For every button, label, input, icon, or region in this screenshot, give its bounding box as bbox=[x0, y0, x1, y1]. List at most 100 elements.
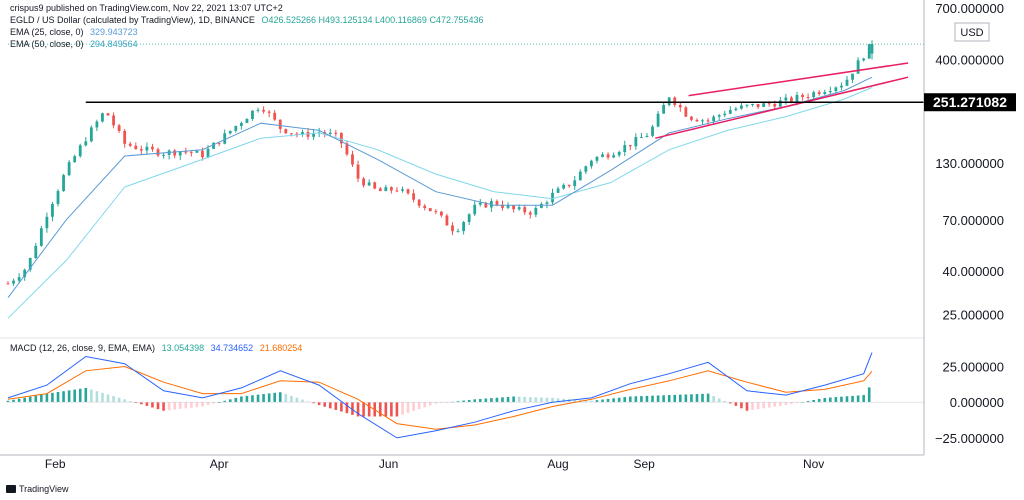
macd-histogram-bar bbox=[328, 402, 332, 409]
price-tick-label: 400.000000 bbox=[935, 52, 1004, 67]
published-by: crispus9 published on TradingView.com, N… bbox=[10, 3, 283, 13]
candle-body bbox=[845, 79, 849, 86]
macd-histogram-bar bbox=[840, 396, 843, 403]
candle-body bbox=[362, 178, 365, 186]
candle-body bbox=[162, 154, 165, 156]
candle-body bbox=[634, 137, 638, 147]
candle-body bbox=[17, 277, 21, 281]
candle-body bbox=[612, 155, 616, 158]
macd-histogram-bar bbox=[56, 392, 60, 403]
macd-histogram-bar bbox=[340, 402, 343, 412]
candle-body bbox=[856, 60, 860, 74]
macd-histogram-bar bbox=[590, 400, 593, 403]
macd-histogram-bar bbox=[490, 398, 493, 403]
candle-body bbox=[645, 135, 649, 138]
macd-tick-label: 0.000000 bbox=[950, 395, 1004, 410]
candle-body bbox=[39, 228, 43, 246]
macd-histogram-bar bbox=[317, 402, 321, 406]
tradingview-brand-text: TradingView bbox=[19, 484, 69, 494]
macd-histogram-bar bbox=[273, 392, 276, 403]
candle-body bbox=[623, 145, 627, 152]
tradingview-brand[interactable]: TradingView bbox=[6, 484, 69, 494]
candles bbox=[6, 40, 874, 286]
candle-body bbox=[301, 132, 304, 135]
macd-histogram-bar bbox=[295, 397, 299, 403]
macd-histogram-bar bbox=[740, 402, 743, 409]
candle-body bbox=[217, 142, 221, 144]
candle-body bbox=[740, 105, 743, 109]
candle-body bbox=[245, 118, 249, 123]
macd-histogram-bar bbox=[862, 395, 865, 403]
ema25-legend[interactable]: EMA (25, close, 0) 329.943723 bbox=[10, 27, 138, 38]
macd-histogram-bar bbox=[440, 402, 443, 404]
macd-histogram-bar bbox=[173, 402, 176, 410]
candle-body bbox=[112, 115, 115, 126]
currency-box[interactable] bbox=[954, 22, 990, 42]
macd-histogram-bar bbox=[617, 397, 621, 403]
macd-legend[interactable]: MACD (12, 26, close, 9, EMA, EMA) 13.054… bbox=[10, 343, 302, 354]
macd-histogram-bar bbox=[223, 400, 226, 403]
candle-body bbox=[12, 280, 15, 284]
macd-histogram-bar bbox=[306, 401, 310, 403]
macd-histogram-bar bbox=[462, 400, 465, 403]
candle-body bbox=[406, 189, 410, 194]
macd-histogram-bar bbox=[117, 397, 121, 403]
macd-histogram-bar bbox=[262, 394, 265, 403]
macd-histogram-bar bbox=[51, 392, 54, 403]
macd-histogram-bar bbox=[356, 402, 360, 417]
candle-body bbox=[545, 202, 549, 204]
macd-histogram-bar bbox=[845, 396, 849, 403]
candle-body bbox=[67, 162, 71, 176]
time-tick-label: Jun bbox=[379, 457, 398, 471]
candle-body bbox=[473, 204, 477, 215]
candle-body bbox=[767, 103, 771, 105]
candle-body bbox=[706, 120, 710, 122]
macd-histogram-bar bbox=[684, 394, 688, 403]
candle-body bbox=[695, 119, 699, 122]
macd-histogram-bar bbox=[640, 396, 643, 403]
macd-histogram-bar bbox=[17, 398, 21, 403]
macd-histogram-bar bbox=[573, 399, 577, 403]
macd-histogram-bar bbox=[190, 402, 193, 408]
candle-body bbox=[89, 127, 93, 142]
macd-histogram-bar bbox=[45, 393, 49, 403]
macd-histogram-bar bbox=[729, 402, 732, 404]
macd-histogram-bar bbox=[745, 402, 749, 411]
macd-histogram-bar bbox=[334, 402, 338, 410]
macd-histogram-bar bbox=[595, 400, 599, 403]
candle-body bbox=[506, 205, 510, 208]
macd-histogram-bar bbox=[428, 402, 432, 406]
candle-body bbox=[34, 245, 38, 258]
candle-body bbox=[28, 257, 32, 270]
candle-body bbox=[84, 141, 88, 146]
macd-histogram-bar bbox=[267, 393, 271, 403]
candle-body bbox=[306, 132, 310, 137]
candle-body bbox=[801, 94, 804, 98]
candle-body bbox=[145, 146, 149, 151]
candle-body bbox=[73, 156, 77, 163]
resistance-price-badge bbox=[924, 93, 1016, 112]
candle-body bbox=[812, 92, 816, 98]
candle-body bbox=[640, 137, 643, 139]
macd-histogram-bar bbox=[795, 402, 799, 404]
candle-body bbox=[662, 104, 666, 114]
candle-body bbox=[539, 203, 543, 208]
candle-body bbox=[106, 113, 110, 116]
macd-histogram-bar bbox=[40, 394, 43, 403]
macd-histogram-bar bbox=[73, 389, 76, 403]
macd-histogram-bar bbox=[278, 392, 282, 403]
candle-body bbox=[295, 133, 299, 135]
time-tick-label: Nov bbox=[803, 457, 824, 471]
macd-histogram-bar bbox=[106, 394, 110, 403]
macd-histogram-bar bbox=[90, 389, 93, 403]
macd-histogram-bar bbox=[829, 397, 832, 403]
macd-histogram-bar bbox=[806, 400, 810, 403]
macd-histogram-bar bbox=[62, 391, 65, 403]
candle-body bbox=[284, 128, 288, 134]
candle-body bbox=[389, 187, 393, 191]
candle-body bbox=[478, 202, 482, 205]
macd-histogram-bar bbox=[512, 396, 515, 403]
macd-histogram-bar bbox=[23, 397, 26, 403]
candle-body bbox=[223, 133, 227, 144]
